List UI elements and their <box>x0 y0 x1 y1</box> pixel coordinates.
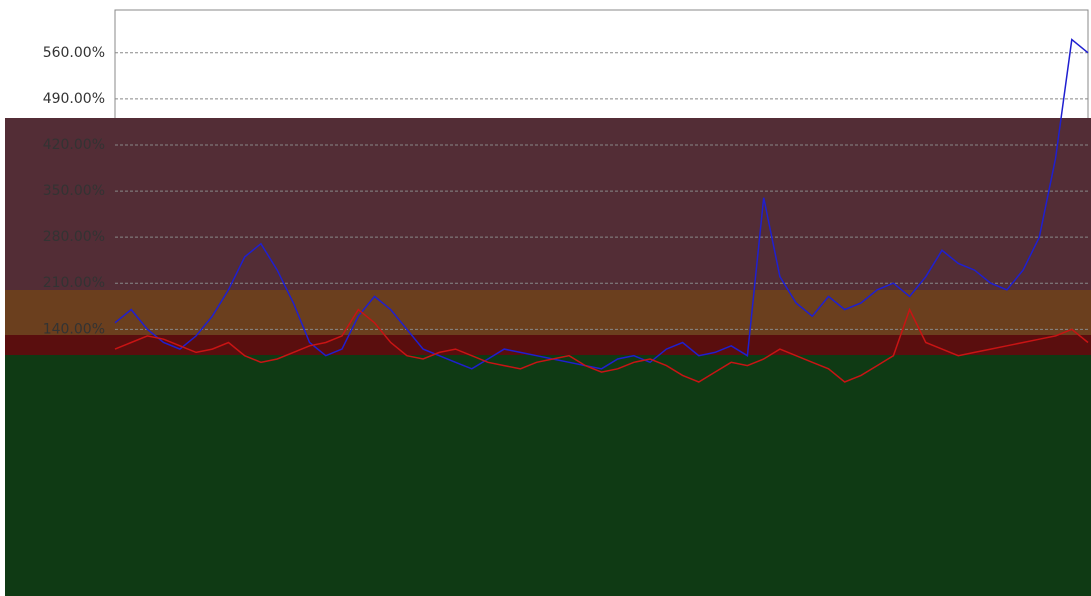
glitch-band <box>5 118 1091 290</box>
y-tick-label: 350.00% <box>43 183 105 199</box>
y-tick-label: 490.00% <box>43 91 105 107</box>
y-tick-label: 210.00% <box>43 275 105 291</box>
glitch-band <box>5 290 1091 335</box>
y-tick-label: 420.00% <box>43 137 105 153</box>
glitch-band <box>5 335 1091 355</box>
y-tick-label: 280.00% <box>43 229 105 245</box>
glitch-band <box>5 355 1091 596</box>
y-tick-label: 560.00% <box>43 45 105 61</box>
y-tick-label: 140.00% <box>43 321 105 337</box>
line-series <box>114 38 1089 370</box>
line-series <box>114 307 1089 383</box>
